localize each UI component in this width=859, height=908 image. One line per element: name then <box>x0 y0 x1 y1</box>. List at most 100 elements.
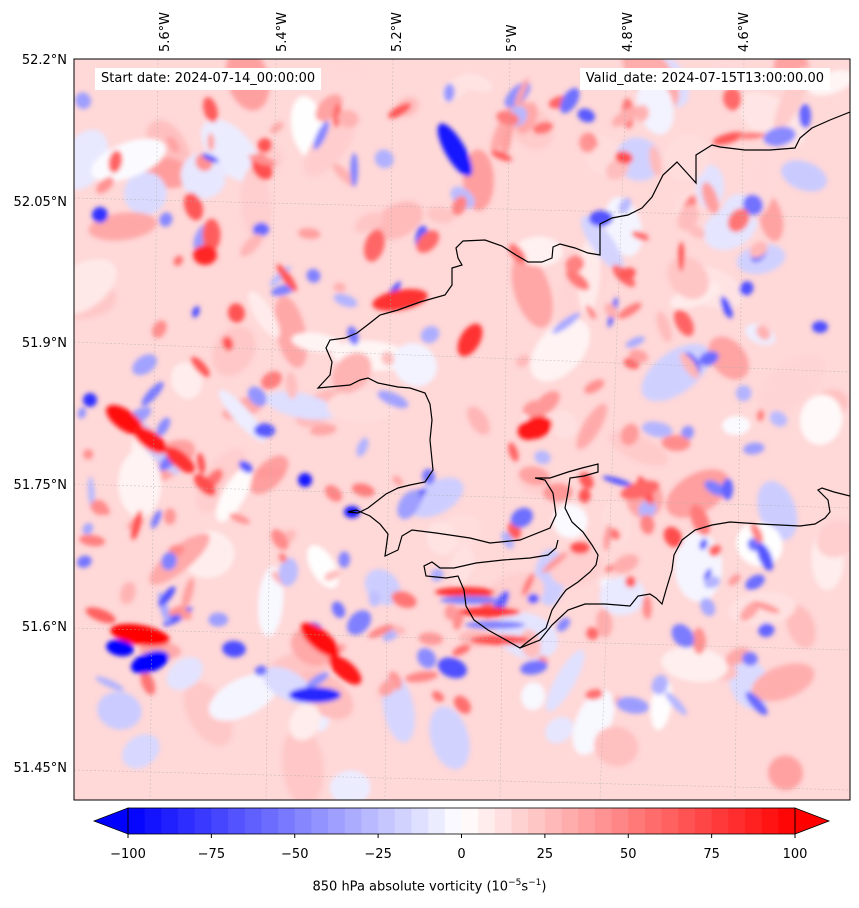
negative-vorticity-blob <box>254 423 276 438</box>
positive-vorticity-blob <box>372 289 428 311</box>
positive-vorticity-blob <box>83 449 94 460</box>
negative-vorticity-blob <box>745 574 765 590</box>
negative-vorticity-blob <box>254 665 268 676</box>
positive-vorticity-blob <box>289 703 321 741</box>
positive-vorticity-blob <box>656 311 672 343</box>
positive-vorticity-blob <box>457 323 483 357</box>
colorbar-tick-label: 75 <box>703 847 720 862</box>
positive-vorticity-blob <box>749 241 768 258</box>
negative-vorticity-blob <box>265 391 336 420</box>
longitude-labels: 5.6°W 5.4°W 5.2°W 5°W 4.8°W 4.6°W <box>158 12 752 52</box>
negative-vorticity-blob <box>560 87 580 114</box>
positive-vorticity-blob <box>663 526 683 548</box>
positive-vorticity-blob <box>373 201 423 240</box>
colorbar-segment <box>694 808 713 834</box>
positive-vorticity-blob <box>351 483 375 497</box>
positive-vorticity-blob <box>617 302 642 319</box>
positive-vorticity-blob <box>96 176 114 194</box>
positive-vorticity-blob <box>110 623 170 647</box>
negative-vorticity-blob <box>377 390 409 409</box>
positive-vorticity-blob <box>416 230 440 253</box>
positive-vorticity-blob <box>216 466 253 522</box>
positive-vorticity-blob <box>712 131 744 145</box>
positive-vorticity-blob <box>604 303 618 318</box>
positive-vorticity-blob <box>565 270 590 291</box>
positive-vorticity-blob <box>585 305 597 320</box>
negative-vorticity-blob <box>581 215 624 271</box>
positive-vorticity-blob <box>332 163 356 187</box>
negative-vorticity-blob <box>331 601 346 619</box>
positive-vorticity-blob <box>594 726 639 767</box>
positive-vorticity-blob <box>90 499 108 516</box>
negative-vorticity-blob <box>443 83 455 102</box>
positive-vorticity-blob <box>460 73 494 93</box>
colorbar-segment <box>644 808 663 834</box>
negative-vorticity-blob <box>166 657 203 691</box>
negative-vorticity-blob <box>270 284 295 296</box>
positive-vorticity-blob <box>664 133 710 183</box>
negative-vorticity-blob <box>374 149 394 169</box>
positive-vorticity-blob <box>196 452 206 475</box>
negative-vorticity-blob <box>123 172 167 216</box>
colorbar-segment <box>328 808 346 834</box>
positive-vorticity-blob <box>578 488 591 503</box>
negative-vorticity-blob <box>289 687 341 703</box>
colorbar-segment <box>261 808 279 834</box>
negative-vorticity-blob <box>739 281 754 296</box>
colorbar-ticks: −100 −75 −50 −25 0 25 50 75 100 <box>110 834 807 862</box>
colorbar-tick-label: −50 <box>281 847 308 862</box>
negative-vorticity-blob <box>77 555 92 568</box>
positive-vorticity-blob <box>118 450 162 517</box>
negative-vorticity-blob <box>158 586 176 607</box>
positive-vorticity-blob <box>692 627 706 655</box>
negative-vorticity-blob <box>520 682 546 711</box>
negative-vorticity-blob <box>552 312 581 334</box>
positive-vorticity-blob <box>508 442 519 462</box>
positive-vorticity-blob <box>642 595 652 620</box>
lon-label: 5.6°W <box>158 12 173 52</box>
negative-vorticity-blob <box>651 674 669 695</box>
positive-vorticity-blob <box>750 523 764 544</box>
negative-vorticity-blob <box>758 623 775 638</box>
positive-vorticity-blob <box>491 150 512 162</box>
negative-vorticity-blob <box>91 138 166 182</box>
negative-vorticity-blob <box>338 551 350 568</box>
positive-vorticity-blob <box>816 521 850 558</box>
colorbar-segment <box>194 808 212 834</box>
positive-vorticity-blob <box>565 255 585 273</box>
negative-vorticity-blob <box>577 108 596 123</box>
negative-vorticity-blob <box>356 437 369 457</box>
negative-vorticity-blob <box>430 568 444 582</box>
negative-vorticity-blob <box>665 691 687 716</box>
negative-vorticity-blob <box>703 568 712 581</box>
colorbar-tick-label: 100 <box>783 847 808 862</box>
positive-vorticity-blob <box>363 229 385 262</box>
colorbar-segment <box>161 808 179 834</box>
colorbar-segment <box>661 808 679 834</box>
positive-vorticity-blob <box>585 689 604 700</box>
colorbar-segment <box>278 808 296 834</box>
positive-vorticity-blob <box>708 544 722 557</box>
negative-vorticity-blob <box>201 153 219 163</box>
positive-vorticity-blob <box>332 352 372 394</box>
negative-vorticity-blob <box>721 478 734 500</box>
positive-vorticity-blob <box>501 124 513 157</box>
negative-vorticity-blob <box>625 336 645 348</box>
positive-vorticity-blob <box>609 528 621 541</box>
positive-vorticity-blob <box>451 195 467 216</box>
negative-vorticity-blob <box>616 696 649 714</box>
negative-vorticity-blob <box>346 610 372 636</box>
positive-vorticity-blob <box>291 332 342 353</box>
negative-vorticity-blob <box>720 296 733 319</box>
positive-vorticity-blob <box>688 225 706 239</box>
positive-vorticity-blob <box>391 591 417 608</box>
positive-vorticity-blob <box>327 389 397 423</box>
colorbar-tick-label: −75 <box>198 847 225 862</box>
lon-label: 5.4°W <box>275 12 290 52</box>
negative-vorticity-blob <box>238 460 253 474</box>
positive-vorticity-blob <box>196 449 247 513</box>
colorbar-segment <box>361 808 379 834</box>
positive-vorticity-blob <box>516 354 531 368</box>
positive-vorticity-blob <box>611 106 641 127</box>
positive-vorticity-blob <box>179 609 192 620</box>
